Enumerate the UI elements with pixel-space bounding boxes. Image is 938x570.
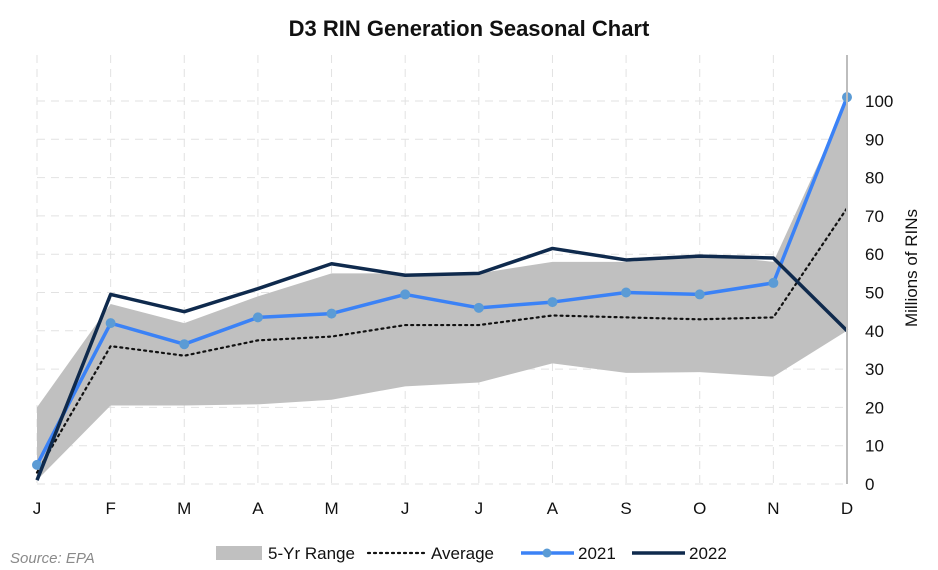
- point-2021-10: [768, 277, 779, 288]
- legend-swatch-range: [216, 546, 262, 560]
- chart-title: D3 RIN Generation Seasonal Chart: [289, 16, 650, 41]
- x-tick-label-7: A: [547, 499, 559, 518]
- y-tick-label-3: 30: [865, 360, 884, 379]
- x-tick-label-5: J: [401, 499, 410, 518]
- legend-label-2022: 2022: [689, 544, 727, 563]
- five-year-range-area: [37, 101, 847, 481]
- series-layer: [32, 92, 852, 481]
- point-2021-3: [252, 312, 263, 323]
- y-tick-label-9: 90: [865, 130, 884, 149]
- y-tick-label-4: 40: [865, 322, 884, 341]
- series-line-average: [35, 207, 849, 474]
- point-2021-8: [621, 287, 632, 298]
- point-2021-5: [400, 289, 411, 300]
- x-tick-label-0: J: [33, 499, 42, 518]
- x-tick-label-6: J: [475, 499, 484, 518]
- x-tick-label-9: O: [693, 499, 706, 518]
- point-2021-4: [326, 308, 337, 319]
- source-note: Source: EPA: [10, 550, 95, 567]
- y-axis-label: Millions of RINs: [902, 209, 921, 327]
- point-2021-7: [547, 297, 558, 308]
- series-line-2022: [35, 246, 849, 481]
- point-2021-6: [473, 302, 484, 313]
- y-tick-label-10: 100: [865, 92, 893, 111]
- point-2021-2: [179, 339, 190, 350]
- legend-marker-2021: [542, 548, 552, 558]
- y-tick-label-1: 10: [865, 437, 884, 456]
- y-tick-label-2: 20: [865, 398, 884, 417]
- legend: 5-Yr Range Average 2021 2022: [216, 544, 727, 563]
- point-2021-9: [694, 289, 705, 300]
- x-tick-label-8: S: [620, 499, 631, 518]
- x-tick-label-10: N: [767, 499, 779, 518]
- x-tick-label-1: F: [105, 499, 115, 518]
- x-tick-label-11: D: [841, 499, 853, 518]
- y-tick-labels: 0 10 20 30 40 50 60 70 80 90 100: [865, 92, 893, 494]
- legend-label-2021: 2021: [578, 544, 616, 563]
- legend-label-average: Average: [431, 544, 494, 563]
- series-line-2021: [35, 96, 849, 466]
- x-tick-label-2: M: [177, 499, 191, 518]
- y-tick-label-6: 60: [865, 245, 884, 264]
- y-tick-label-8: 80: [865, 169, 884, 188]
- y-tick-label-0: 0: [865, 475, 874, 494]
- point-2021-1: [105, 318, 116, 329]
- x-tick-label-4: M: [324, 499, 338, 518]
- y-tick-label-7: 70: [865, 207, 884, 226]
- legend-label-range: 5-Yr Range: [268, 544, 355, 563]
- y-tick-label-5: 50: [865, 284, 884, 303]
- x-tick-label-3: A: [252, 499, 264, 518]
